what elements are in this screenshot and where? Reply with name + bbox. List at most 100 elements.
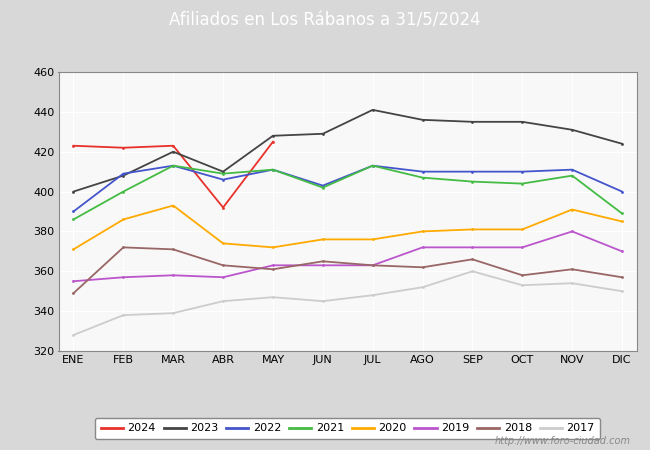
Line: 2020: 2020 (72, 204, 623, 251)
2018 (219, 263, 227, 268)
2023 (169, 149, 177, 154)
2021 (469, 179, 476, 184)
2019 (219, 274, 227, 280)
2021 (169, 163, 177, 168)
2022 (469, 169, 476, 174)
2020 (319, 237, 327, 242)
Line: 2018: 2018 (72, 246, 623, 295)
2022 (169, 163, 177, 168)
2023 (419, 117, 426, 122)
2018 (568, 266, 576, 272)
2022 (319, 183, 327, 188)
2019 (568, 229, 576, 234)
2023 (519, 119, 526, 125)
2024 (219, 205, 227, 210)
2022 (618, 189, 626, 194)
2023 (120, 173, 127, 178)
Line: 2021: 2021 (72, 164, 623, 221)
2018 (469, 256, 476, 262)
2018 (70, 291, 77, 296)
2019 (169, 273, 177, 278)
2024 (120, 145, 127, 150)
2017 (219, 298, 227, 304)
2019 (469, 245, 476, 250)
2018 (519, 273, 526, 278)
2017 (120, 312, 127, 318)
2017 (618, 288, 626, 294)
2018 (269, 266, 277, 272)
2017 (519, 283, 526, 288)
2017 (419, 284, 426, 290)
2022 (70, 209, 77, 214)
2024 (269, 139, 277, 144)
2023 (369, 107, 376, 112)
2017 (369, 292, 376, 298)
2020 (568, 207, 576, 212)
2020 (369, 237, 376, 242)
2018 (169, 247, 177, 252)
2021 (519, 181, 526, 186)
2019 (419, 245, 426, 250)
2021 (70, 217, 77, 222)
2017 (469, 269, 476, 274)
2020 (419, 229, 426, 234)
2024 (169, 143, 177, 148)
Text: http://www.foro-ciudad.com: http://www.foro-ciudad.com (495, 436, 630, 446)
2017 (70, 333, 77, 338)
2019 (369, 263, 376, 268)
2020 (169, 203, 177, 208)
2021 (120, 189, 127, 194)
2019 (618, 249, 626, 254)
2019 (120, 274, 127, 280)
2022 (369, 163, 376, 168)
2019 (519, 245, 526, 250)
2019 (269, 263, 277, 268)
Text: Afiliados en Los Rábanos a 31/5/2024: Afiliados en Los Rábanos a 31/5/2024 (169, 11, 481, 29)
2019 (319, 263, 327, 268)
2023 (269, 133, 277, 139)
Line: 2023: 2023 (72, 108, 623, 193)
2022 (120, 171, 127, 176)
Line: 2019: 2019 (72, 230, 623, 283)
2018 (120, 245, 127, 250)
2017 (568, 280, 576, 286)
2022 (419, 169, 426, 174)
2019 (70, 279, 77, 284)
2021 (319, 185, 327, 190)
2023 (219, 169, 227, 174)
Line: 2024: 2024 (72, 140, 274, 209)
2022 (568, 167, 576, 172)
2020 (469, 227, 476, 232)
Line: 2017: 2017 (72, 270, 623, 337)
2024 (70, 143, 77, 148)
2018 (369, 263, 376, 268)
2023 (618, 141, 626, 146)
2018 (419, 265, 426, 270)
2020 (219, 241, 227, 246)
2020 (70, 247, 77, 252)
2022 (519, 169, 526, 174)
2023 (469, 119, 476, 125)
2021 (219, 171, 227, 176)
2017 (169, 310, 177, 316)
Legend: 2024, 2023, 2022, 2021, 2020, 2019, 2018, 2017: 2024, 2023, 2022, 2021, 2020, 2019, 2018… (95, 418, 601, 439)
2022 (269, 167, 277, 172)
2021 (369, 163, 376, 168)
Line: 2022: 2022 (72, 164, 623, 213)
2020 (120, 217, 127, 222)
2023 (319, 131, 327, 136)
2018 (618, 274, 626, 280)
2023 (70, 189, 77, 194)
2018 (319, 259, 327, 264)
2020 (269, 245, 277, 250)
2022 (219, 177, 227, 182)
2021 (269, 167, 277, 172)
2017 (269, 294, 277, 300)
2020 (519, 227, 526, 232)
2021 (568, 173, 576, 178)
2017 (319, 298, 327, 304)
2021 (419, 175, 426, 180)
2021 (618, 211, 626, 216)
2023 (568, 127, 576, 132)
2020 (618, 219, 626, 224)
